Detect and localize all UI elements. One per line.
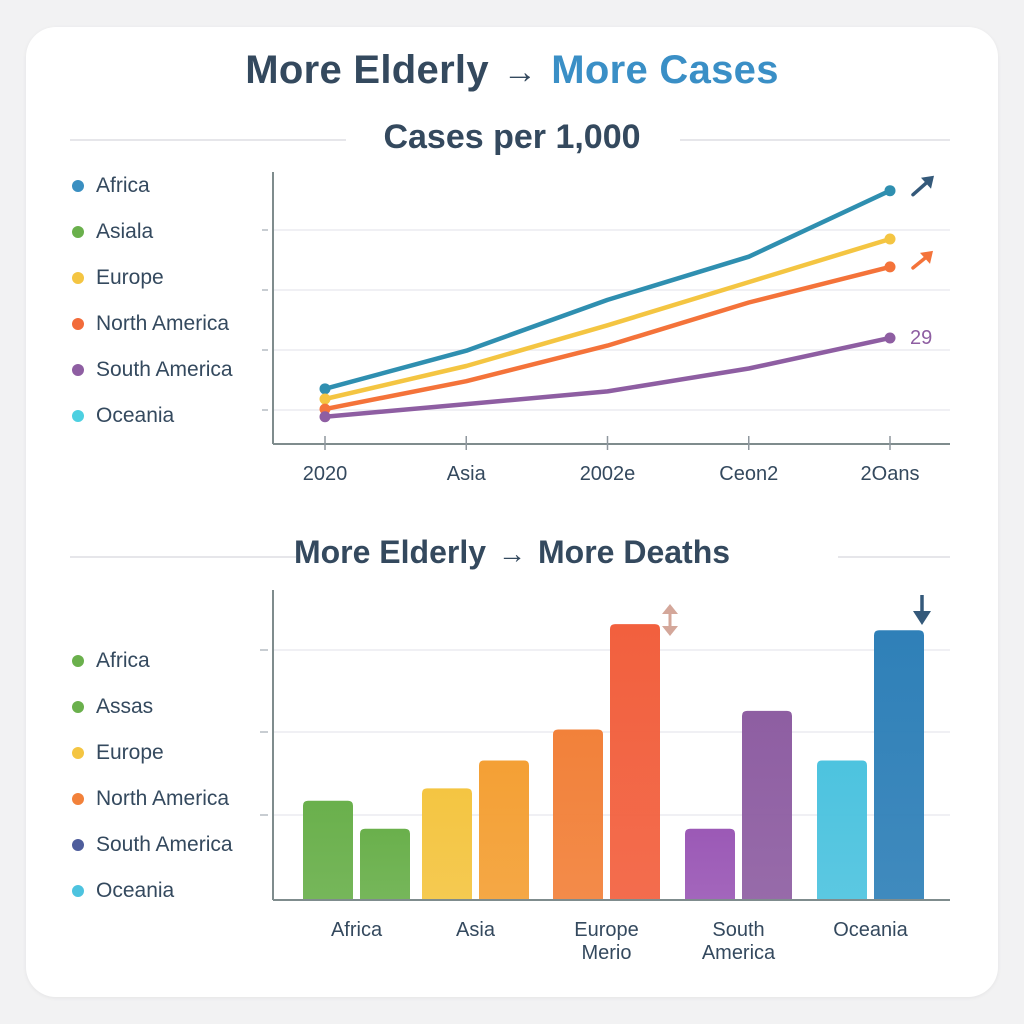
line-legend-label: Africa bbox=[96, 174, 150, 197]
line-legend-label: North America bbox=[96, 312, 230, 335]
line-chart: 2020 Asia 2002e Ceon2 2Oans 29 bbox=[262, 172, 950, 485]
line-point-end bbox=[884, 233, 896, 245]
trend-arrow-icon bbox=[911, 250, 933, 270]
line-chart-title: Cases per 1,000 bbox=[383, 118, 641, 156]
line-point-end bbox=[884, 185, 896, 197]
trend-arrow-icon bbox=[911, 175, 934, 197]
bar-chart-title: More Elderly → More Deaths bbox=[0, 534, 1024, 571]
line-legend-item: South America bbox=[72, 347, 233, 393]
bar-legend-label: North America bbox=[96, 787, 230, 810]
main-title: More Elderly → More Cases bbox=[0, 48, 1024, 93]
bar-legend-item: Europe bbox=[72, 730, 233, 776]
line-legend-item: Europe bbox=[72, 255, 233, 301]
line-annotation-label: 29 bbox=[910, 327, 932, 349]
line-series-south-america bbox=[322, 335, 893, 420]
divider-right-top bbox=[680, 139, 950, 141]
bar-legend-item: Africa bbox=[72, 638, 233, 684]
line-legend-item: Asiala bbox=[72, 209, 233, 255]
bar-legend-item: Assas bbox=[72, 684, 233, 730]
line-x-tick-label: 2Oans bbox=[861, 463, 920, 485]
line-legend-swatch bbox=[72, 180, 84, 192]
bar-title-right: More Deaths bbox=[538, 534, 731, 570]
line-legend-item: North America bbox=[72, 301, 233, 347]
line-series-europe bbox=[322, 236, 893, 402]
bar-legend-swatch bbox=[72, 701, 84, 713]
bar-chart-legend: Africa Assas Europe North America South Amer… bbox=[72, 638, 233, 914]
bar-legend-swatch bbox=[72, 839, 84, 851]
line-point-end bbox=[884, 261, 896, 273]
divider-left-bottom bbox=[70, 556, 296, 558]
divider-right-bottom bbox=[838, 556, 950, 558]
line-legend-swatch bbox=[72, 364, 84, 376]
line-x-tick-label: Asia bbox=[447, 463, 487, 485]
bar-legend-label: South America bbox=[96, 833, 233, 856]
line-x-tick-label: 2002e bbox=[580, 463, 636, 485]
bar-legend-label: Oceania bbox=[96, 879, 175, 902]
bar-legend-label: Assas bbox=[96, 695, 154, 718]
line-point-start bbox=[319, 411, 331, 423]
line-legend-label: Asiala bbox=[96, 220, 154, 243]
line-legend-label: Europe bbox=[96, 266, 164, 289]
bar-legend-label: Europe bbox=[96, 741, 164, 764]
bar-legend-item: North America bbox=[72, 776, 233, 822]
line-legend-label: Oceania bbox=[96, 404, 175, 427]
line-series-africa bbox=[322, 188, 893, 392]
line-x-tick-label: Ceon2 bbox=[719, 463, 778, 485]
line-x-tick-label: 2020 bbox=[303, 463, 348, 485]
bar-legend-swatch bbox=[72, 885, 84, 897]
bar-title-left: More Elderly bbox=[293, 534, 486, 570]
line-legend-swatch bbox=[72, 318, 84, 330]
main-title-arrow: → bbox=[502, 53, 538, 91]
line-point-end bbox=[884, 332, 896, 344]
divider-left-top bbox=[70, 139, 346, 141]
line-point-start bbox=[319, 383, 331, 395]
line-series-north-america bbox=[322, 264, 893, 412]
line-legend-swatch bbox=[72, 226, 84, 238]
line-legend-item: Oceania bbox=[72, 393, 233, 439]
bar-title-arrow: → bbox=[498, 538, 526, 569]
bar-legend-label: Africa bbox=[96, 649, 150, 672]
bar-legend-swatch bbox=[72, 747, 84, 759]
bar-legend-item: South America bbox=[72, 822, 233, 868]
main-title-left: More Elderly bbox=[245, 48, 489, 92]
line-legend-label: South America bbox=[96, 358, 233, 381]
bar-legend-swatch bbox=[72, 793, 84, 805]
line-point-start bbox=[319, 393, 331, 405]
line-chart-legend: Africa Asiala Europe North America South Ame… bbox=[72, 163, 233, 439]
main-title-right: More Cases bbox=[551, 48, 779, 92]
line-legend-swatch bbox=[72, 272, 84, 284]
line-point-start bbox=[319, 403, 331, 415]
bar-legend-item: Oceania bbox=[72, 868, 233, 914]
line-legend-item: Africa bbox=[72, 163, 233, 209]
line-legend-swatch bbox=[72, 410, 84, 422]
bar-legend-swatch bbox=[72, 655, 84, 667]
